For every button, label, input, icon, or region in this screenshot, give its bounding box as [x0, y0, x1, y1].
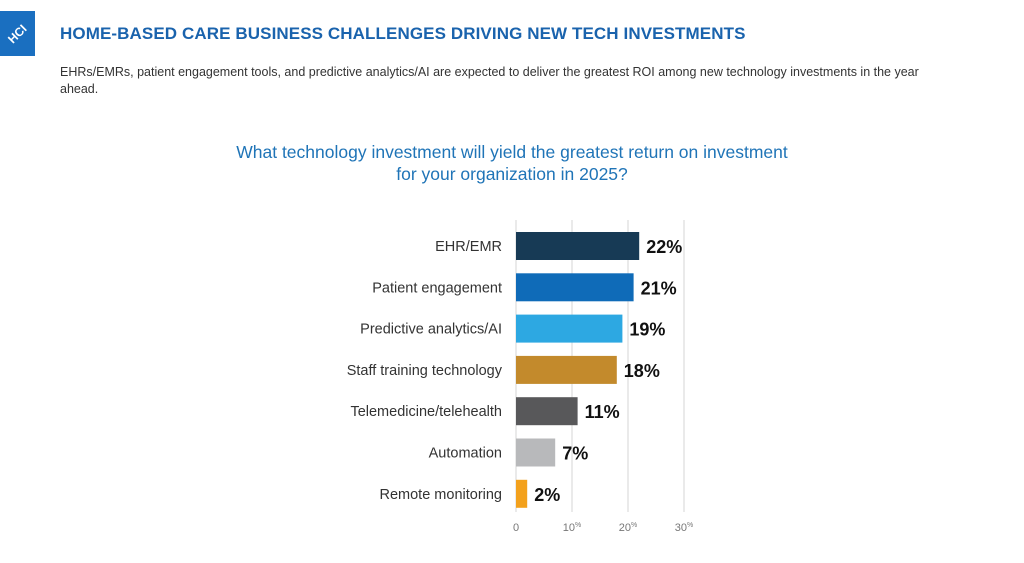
- value-label-1: 21%: [641, 278, 677, 298]
- category-label-0: EHR/EMR: [435, 239, 502, 255]
- bar-4: [516, 397, 578, 426]
- value-label-6: 2%: [534, 485, 560, 505]
- value-label-4: 11%: [585, 402, 620, 422]
- bar-5: [516, 438, 556, 467]
- bar-0: [516, 232, 640, 260]
- value-label-0: 22%: [646, 237, 682, 257]
- brand-logo: HCI: [0, 11, 35, 56]
- x-tick-label-10: 10%: [563, 522, 581, 534]
- chart-title-line-1: What technology investment will yield th…: [236, 142, 788, 162]
- value-label-2: 19%: [629, 320, 665, 340]
- category-label-2: Predictive analytics/AI: [360, 322, 502, 338]
- x-tick-label-0: 0: [513, 522, 519, 534]
- page-subtitle: EHRs/EMRs, patient engagement tools, and…: [60, 65, 919, 96]
- category-label-6: Remote monitoring: [380, 487, 503, 503]
- category-label-3: Staff training technology: [347, 363, 503, 379]
- category-label-5: Automation: [429, 446, 502, 462]
- category-label-1: Patient engagement: [372, 280, 502, 296]
- value-label-3: 18%: [624, 361, 660, 381]
- bar-6: [516, 479, 528, 508]
- bar-1: [516, 273, 634, 302]
- page-title: HOME-BASED CARE BUSINESS CHALLENGES DRIV…: [60, 24, 746, 43]
- x-tick-label-20: 20%: [619, 522, 637, 534]
- chart-title-line-2: for your organization in 2025?: [396, 164, 628, 184]
- bar-3: [516, 355, 617, 384]
- value-label-5: 7%: [562, 444, 588, 464]
- x-tick-label-30: 30%: [675, 522, 693, 534]
- chart-title: What technology investment will yield th…: [0, 141, 1024, 185]
- bar-2: [516, 314, 623, 343]
- category-label-4: Telemedicine/telehealth: [350, 404, 502, 420]
